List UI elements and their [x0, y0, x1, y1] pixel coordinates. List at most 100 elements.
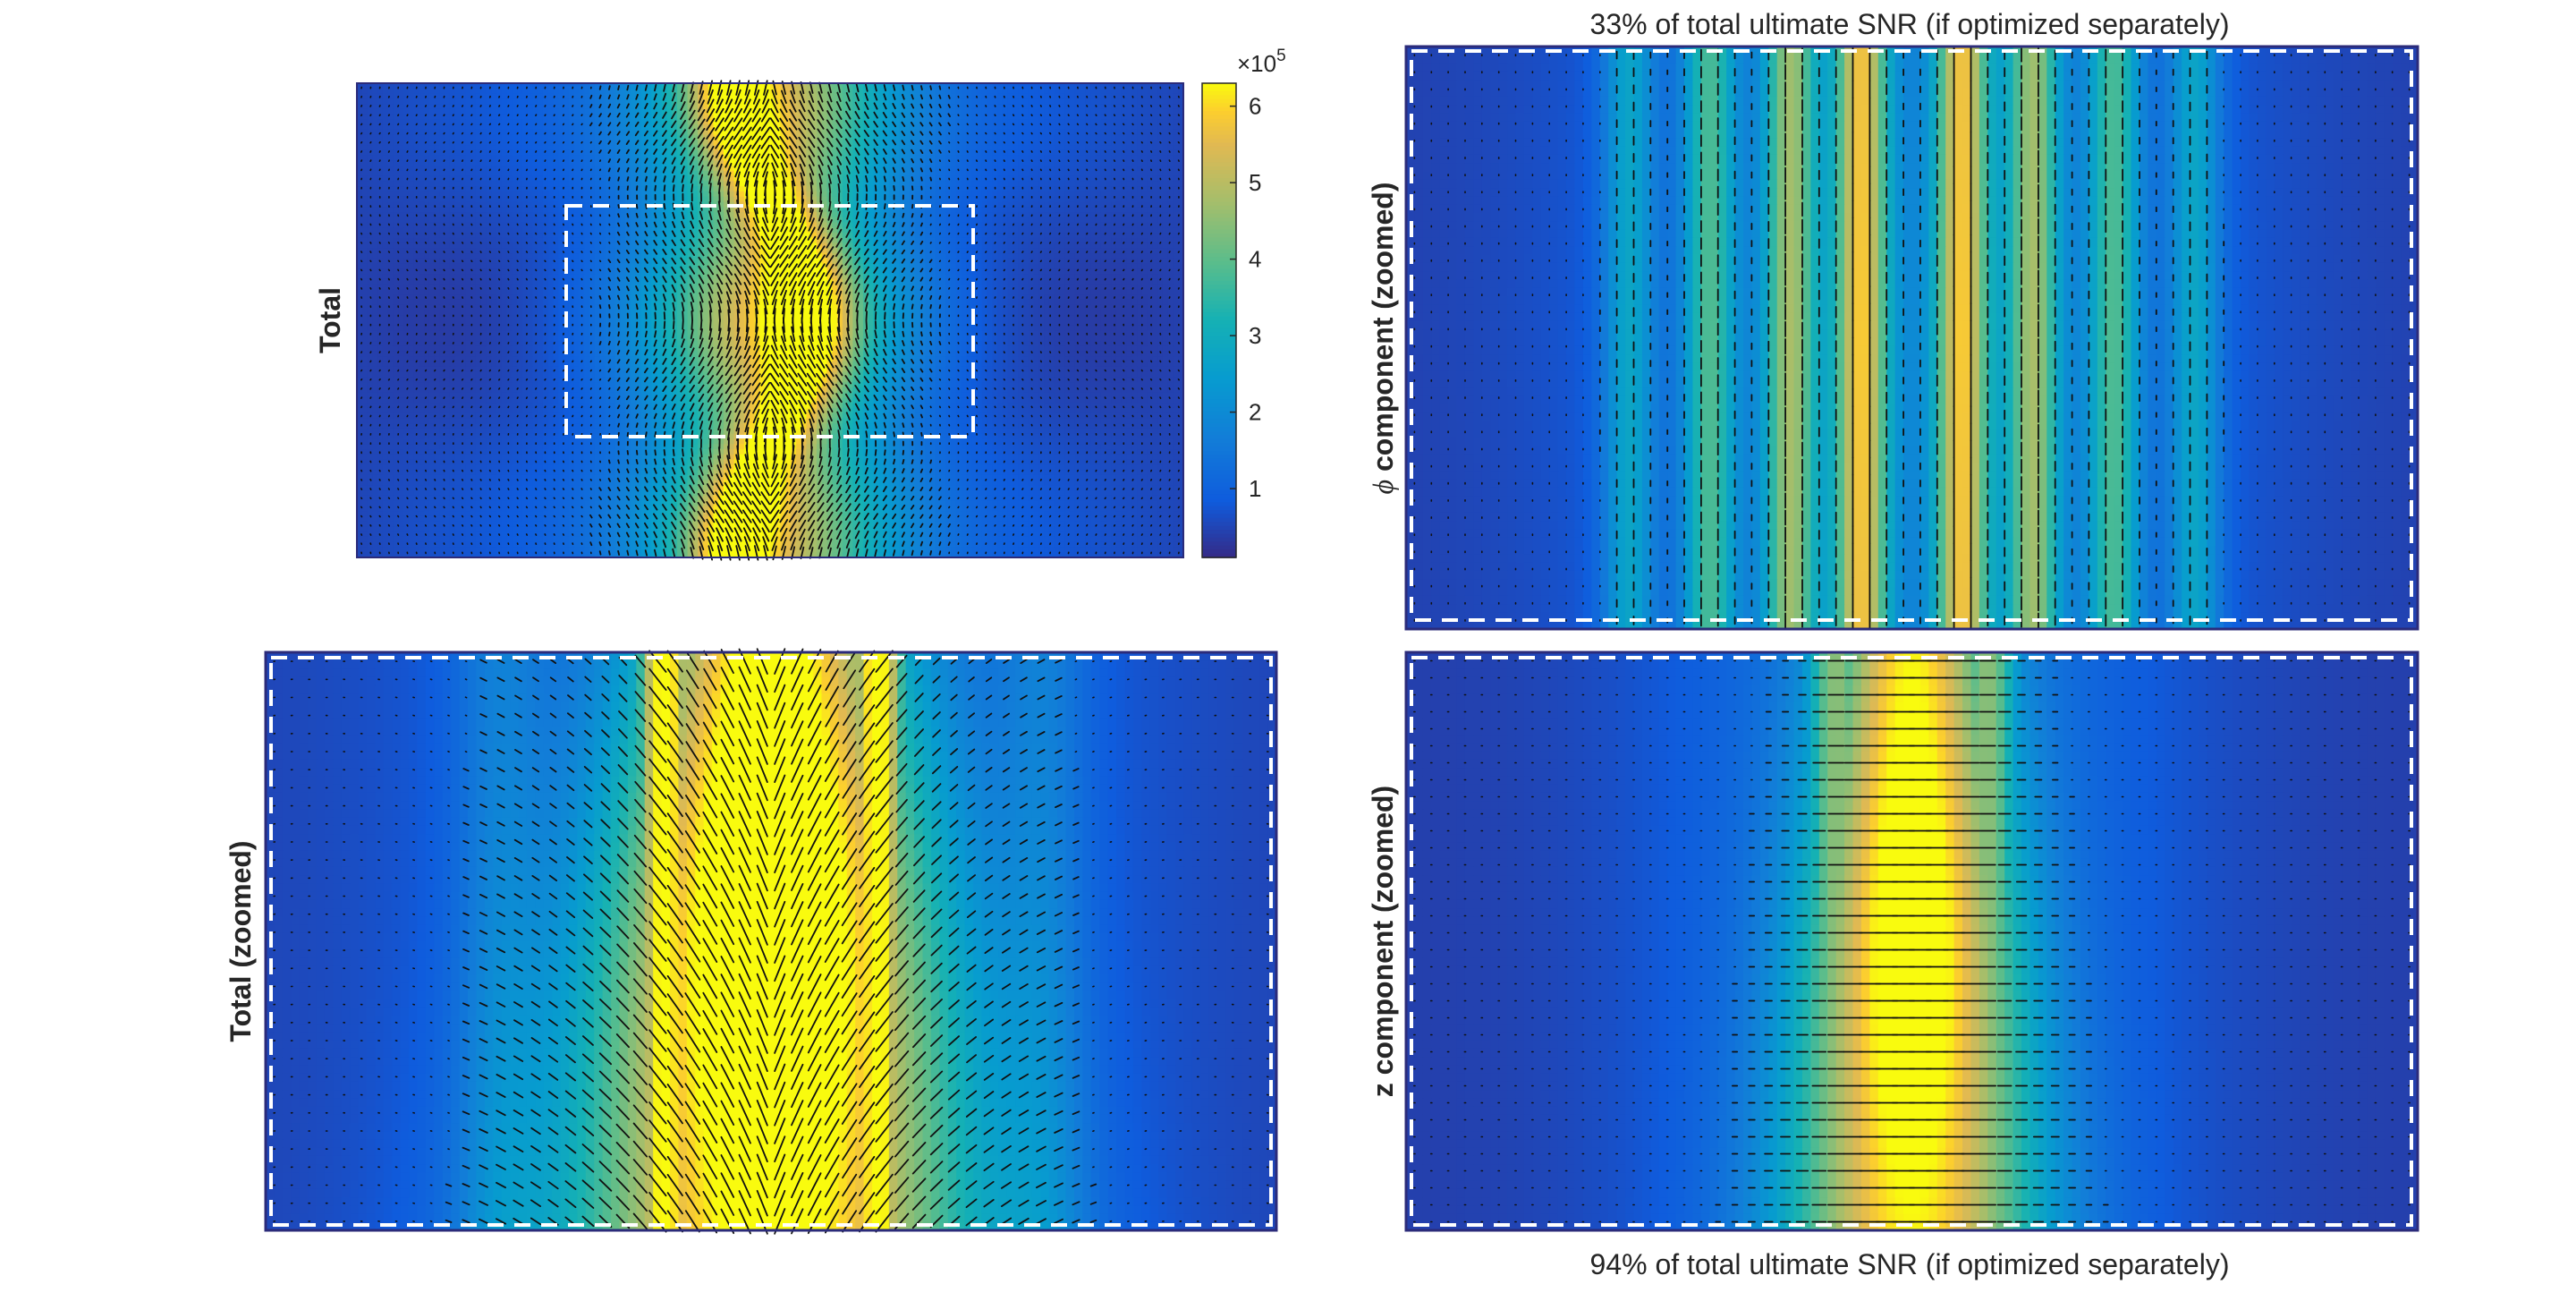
heatmap-cell: [1116, 156, 1122, 161]
heatmap-cell: [1152, 176, 1157, 182]
heatmap-cell: [377, 145, 383, 150]
heatmap-cell: [1075, 145, 1080, 150]
heatmap-cell: [1106, 160, 1111, 166]
heatmap-cell: [383, 156, 388, 161]
heatmap-cell: [445, 150, 450, 156]
heatmap-cell: [1116, 150, 1122, 156]
heatmap-cell: [987, 109, 993, 115]
heatmap-cell: [1085, 181, 1090, 186]
heatmap-cell: [461, 135, 466, 140]
heatmap-cell: [1148, 150, 1153, 156]
heatmap-cell: [1131, 124, 1137, 130]
heatmap-cell: [692, 186, 698, 191]
heatmap-cell: [982, 119, 987, 124]
heatmap-cell: [775, 186, 781, 191]
heatmap-cell: [564, 140, 569, 145]
heatmap-cell: [455, 124, 461, 130]
heatmap-cell: [982, 145, 987, 150]
heatmap-cell: [517, 109, 522, 115]
heatmap-cell: [1085, 140, 1090, 145]
heatmap-cell: [1003, 135, 1008, 140]
heatmap-cell: [574, 181, 580, 186]
heatmap-cell: [383, 98, 388, 104]
heatmap-cell: [1163, 140, 1168, 145]
heatmap-cell: [486, 160, 491, 166]
heatmap-cell: [548, 186, 554, 191]
heatmap-cell: [1085, 89, 1090, 94]
heatmap-total: [357, 83, 1184, 558]
heatmap-cell: [951, 160, 956, 166]
heatmap-cell: [869, 145, 874, 150]
heatmap-cell: [372, 94, 377, 99]
heatmap-cell: [1008, 98, 1013, 104]
heatmap-cell: [362, 171, 368, 176]
heatmap-cell: [1090, 186, 1096, 191]
heatmap-cell: [584, 89, 589, 94]
heatmap-cell: [982, 124, 987, 130]
heatmap-cell: [403, 176, 409, 182]
heatmap-cell: [930, 135, 936, 140]
heatmap-cell: [532, 186, 538, 191]
heatmap-cell: [1049, 145, 1055, 150]
heatmap-cell: [713, 176, 718, 182]
heatmap-cell: [574, 98, 580, 104]
heatmap-cell: [977, 135, 982, 140]
heatmap-cell: [465, 186, 470, 191]
heatmap-cell: [481, 166, 487, 171]
heatmap-cell: [904, 171, 910, 176]
heatmap-cell: [1049, 135, 1055, 140]
heatmap-cell: [1106, 109, 1111, 115]
heatmap-cell: [910, 145, 915, 150]
heatmap-cell: [657, 89, 662, 94]
heatmap-cell: [409, 166, 414, 171]
heatmap-cell: [439, 98, 445, 104]
heatmap-cell: [631, 176, 636, 182]
heatmap-cell: [486, 166, 491, 171]
heatmap-cell: [1029, 181, 1034, 186]
heatmap-cell: [1157, 89, 1163, 94]
heatmap-cell: [1044, 119, 1049, 124]
heatmap-cell: [910, 98, 915, 104]
heatmap-cell: [739, 94, 744, 99]
heatmap-cell: [435, 135, 440, 140]
heatmap-cell: [657, 156, 662, 161]
heatmap-cell: [915, 104, 920, 109]
heatmap-cell: [362, 181, 368, 186]
heatmap-cell: [377, 171, 383, 176]
heatmap-cell: [538, 98, 543, 104]
heatmap-cell: [1111, 145, 1116, 150]
heatmap-cell: [1080, 98, 1086, 104]
heatmap-cell: [439, 181, 445, 186]
heatmap-cell: [564, 104, 569, 109]
heatmap-cell: [429, 119, 435, 124]
heatmap-cell: [383, 181, 388, 186]
heatmap-cell: [538, 156, 543, 161]
heatmap-cell: [1003, 109, 1008, 115]
heatmap-cell: [435, 181, 440, 186]
heatmap-cell: [1003, 171, 1008, 176]
heatmap-cell: [1111, 124, 1116, 130]
heatmap-cell: [869, 109, 874, 115]
heatmap-cell: [605, 98, 610, 104]
heatmap-cell: [1044, 150, 1049, 156]
heatmap-cell: [450, 135, 455, 140]
heatmap-cell: [512, 124, 517, 130]
heatmap-cell: [1090, 171, 1096, 176]
heatmap-cell: [486, 176, 491, 182]
heatmap-cell: [362, 166, 368, 171]
heatmap-cell: [1029, 160, 1034, 166]
heatmap-cell: [569, 104, 574, 109]
heatmap-cell: [388, 135, 394, 140]
heatmap-cell: [429, 150, 435, 156]
heatmap-cell: [615, 98, 621, 104]
heatmap-cell: [377, 109, 383, 115]
heatmap-cell: [878, 150, 884, 156]
heatmap-cell: [1116, 98, 1122, 104]
heatmap-cell: [445, 130, 450, 135]
heatmap-cell: [1080, 145, 1086, 150]
heatmap-cell: [589, 181, 595, 186]
heatmap-cell: [878, 124, 884, 130]
heatmap-cell: [858, 156, 863, 161]
heatmap-cell: [579, 181, 584, 186]
heatmap-cell: [377, 98, 383, 104]
